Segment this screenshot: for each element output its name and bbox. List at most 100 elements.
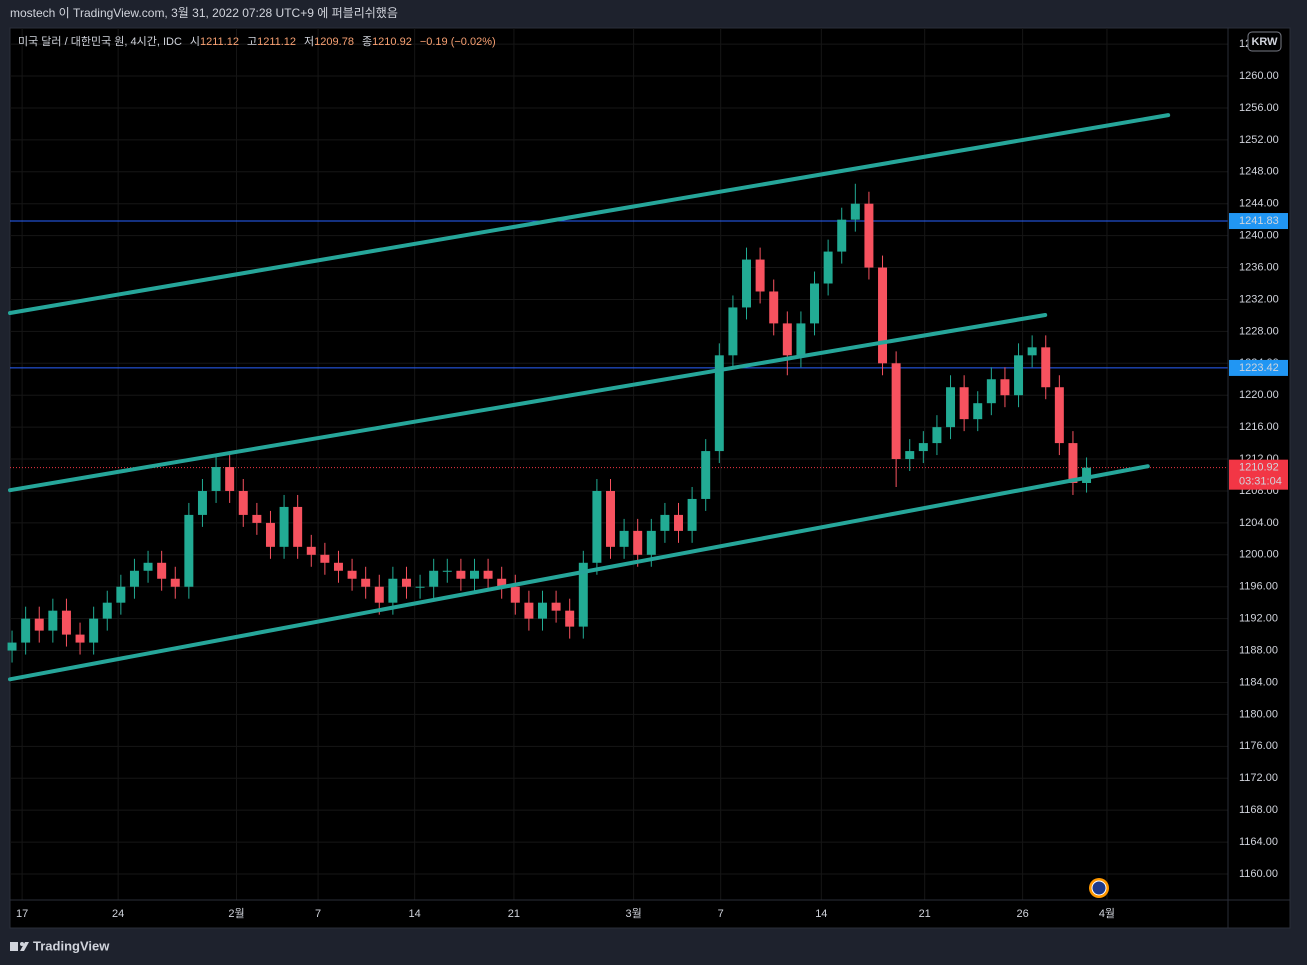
candle-body: [61, 610, 71, 635]
x-tick-label: 4월: [1099, 907, 1115, 920]
trend-line: [8, 464, 1150, 682]
candle-body: [932, 427, 942, 444]
candle-body: [728, 307, 738, 356]
price-label: 1241.83: [1239, 215, 1279, 227]
candle-body: [1041, 347, 1051, 388]
candle-body: [306, 546, 316, 555]
y-tick-label: 1172.00: [1239, 772, 1278, 784]
candle-body: [1054, 387, 1064, 444]
candle-body: [878, 267, 888, 364]
candle-body: [75, 634, 85, 643]
y-tick-label: 1180.00: [1239, 708, 1278, 720]
candle-body: [959, 387, 969, 420]
candle-body: [837, 219, 847, 252]
legend-symbol: 미국 달러 / 대한민국 원, 4시간, IDC: [18, 35, 182, 48]
y-tick-label: 1220.00: [1239, 389, 1279, 401]
header: mostech 이 TradingView.com, 3월 31, 2022 0…: [10, 6, 398, 20]
candle-body: [782, 323, 792, 356]
legend-high-label: 고: [247, 36, 257, 48]
candle-body: [238, 490, 248, 515]
candle-body: [374, 586, 384, 603]
candle-body: [1000, 379, 1010, 396]
countdown-label: 03:31:04: [1239, 476, 1282, 488]
candle-body: [170, 578, 180, 587]
logo-mark: [10, 942, 18, 951]
candle-body: [116, 586, 126, 603]
candle-body: [687, 498, 697, 531]
y-tick-label: 1248.00: [1239, 166, 1279, 178]
candle-body: [946, 387, 956, 428]
candle-body: [606, 490, 615, 547]
price-label-box: [1229, 213, 1288, 230]
y-tick-label: 1204.00: [1239, 517, 1279, 529]
candle-body: [102, 602, 112, 619]
x-tick-label: 21: [919, 908, 931, 920]
candle-body: [415, 586, 425, 588]
y-tick-label: 1160.00: [1239, 868, 1278, 880]
candle-body: [524, 602, 534, 619]
y-tick-label: 1236.00: [1239, 261, 1279, 273]
price-label: 1223.42: [1239, 362, 1279, 374]
trend-line: [8, 113, 1171, 316]
candle-body: [973, 403, 983, 420]
price-label-box: [1229, 359, 1288, 376]
candle-body: [265, 522, 275, 547]
candle-body: [769, 291, 779, 324]
y-tick-label: 1184.00: [1239, 676, 1278, 688]
footer-logo: [10, 942, 29, 951]
y-tick-label: 1252.00: [1239, 134, 1279, 146]
candle-body: [538, 602, 547, 619]
candle-body: [497, 578, 507, 587]
legend-open-label: 시: [190, 36, 200, 48]
footer: TradingView: [33, 938, 110, 953]
candle-body: [48, 610, 58, 631]
candle-body: [714, 355, 724, 452]
candle-body: [442, 570, 452, 572]
legend-low-label: 저: [304, 35, 314, 48]
grid: [10, 28, 1228, 900]
candle-body: [551, 602, 561, 611]
candle-body: [483, 570, 493, 579]
candle-body: [361, 578, 371, 587]
candle-body: [429, 570, 439, 587]
candle-body: [347, 570, 357, 579]
y-tick-label: 1196.00: [1239, 581, 1278, 593]
candle-body: [1068, 443, 1078, 483]
legend-low: 1209.78: [314, 36, 354, 48]
currency-button[interactable]: [1247, 31, 1282, 52]
candle-body: [1014, 355, 1024, 396]
x-tick-label: 17: [16, 908, 28, 920]
candle-body: [143, 562, 153, 571]
y-tick-label: 1216.00: [1239, 421, 1279, 433]
candle-body: [660, 514, 670, 531]
candle-body: [796, 323, 806, 356]
candle-body: [810, 283, 820, 324]
y-tick-label: 1232.00: [1239, 293, 1279, 305]
candle-body: [510, 586, 520, 603]
flag-icon: [1091, 880, 1107, 896]
y-tick-label: 1164.00: [1239, 836, 1278, 848]
candle-body: [701, 451, 711, 499]
currency: KRW: [1251, 36, 1278, 48]
candle-body: [225, 467, 235, 491]
x-tick-label: 21: [508, 908, 520, 920]
candle-body: [850, 203, 860, 220]
candle-body: [592, 490, 602, 563]
logo-mark: [20, 942, 29, 951]
y-tick-label: 1192.00: [1239, 613, 1278, 625]
candle-body: [89, 618, 99, 643]
x-tick-label: 24: [112, 908, 124, 920]
trend-line: [8, 313, 1048, 493]
candle-body: [565, 610, 575, 627]
candle-body: [633, 530, 643, 555]
candle-body: [1082, 467, 1092, 483]
y-tick-label: 1168.00: [1239, 804, 1278, 816]
x-tick-label: 14: [409, 908, 421, 920]
axes: 1160.00 1164.00 1168.00 1172.00 1176.00 1180.…: [16, 38, 1288, 920]
y-tick-label: 1240.00: [1239, 230, 1279, 242]
candle-body: [742, 259, 752, 308]
legend: 미국 달러 / 대한민국 원, 4시간, IDC 시1211.12 고1211.12…: [18, 35, 496, 48]
candle-body: [891, 363, 901, 460]
